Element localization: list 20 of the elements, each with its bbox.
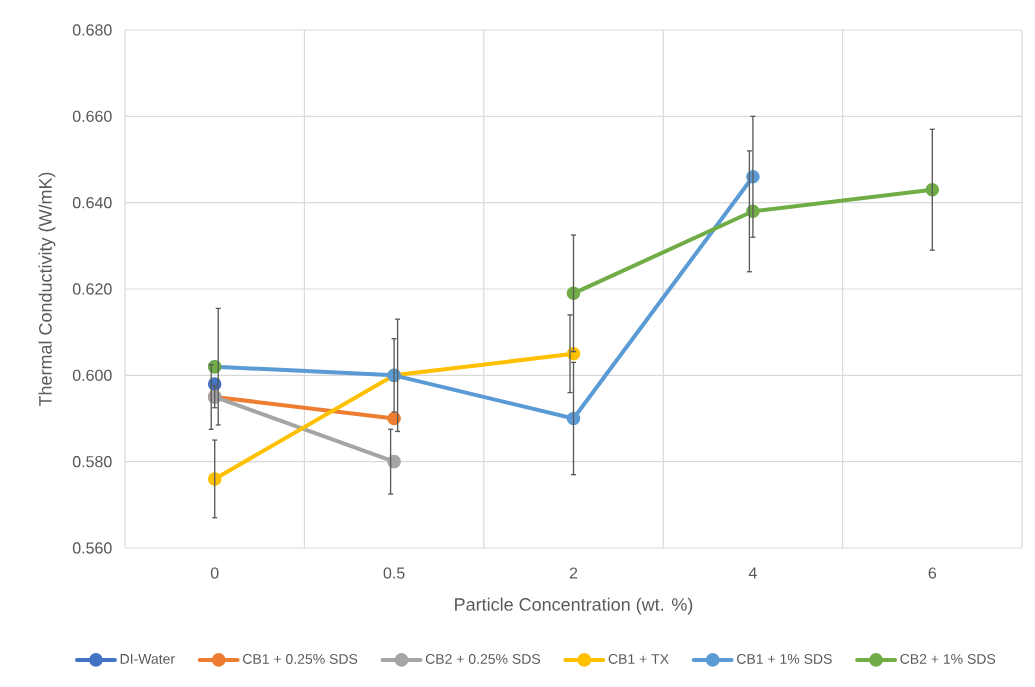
y-tick-label: 0.580 (72, 456, 112, 468)
x-tick-label: 4 (748, 567, 757, 579)
legend-label: CB1 + 1% SDS (737, 654, 832, 664)
legend-label: DI-Water (120, 654, 175, 664)
x-axis-title: Particle Concentration (wt. %) (455, 597, 693, 615)
y-tick-label: 0.620 (72, 283, 112, 295)
legend-label: CB2 + 1% SDS (900, 654, 996, 664)
legend-label: CB1 + TX (608, 654, 669, 664)
x-tick-label: 6 (928, 567, 937, 579)
x-tick-label: 0 (210, 567, 219, 579)
x-tick-label: 2 (569, 567, 578, 579)
y-tick-label: 0.560 (72, 542, 112, 554)
y-axis-title: Thermal Conductivity (W/mK) (38, 172, 56, 407)
x-tick-label: 0.5 (383, 567, 405, 579)
y-tick-label: 0.660 (72, 110, 112, 122)
y-tick-label: 0.680 (72, 24, 112, 36)
y-tick-label: 0.640 (72, 197, 112, 209)
legend-label: CB2 + 0.25% SDS (425, 654, 541, 664)
legend-label: CB1 + 0.25% SDS (243, 654, 358, 664)
y-tick-label: 0.600 (72, 369, 112, 381)
